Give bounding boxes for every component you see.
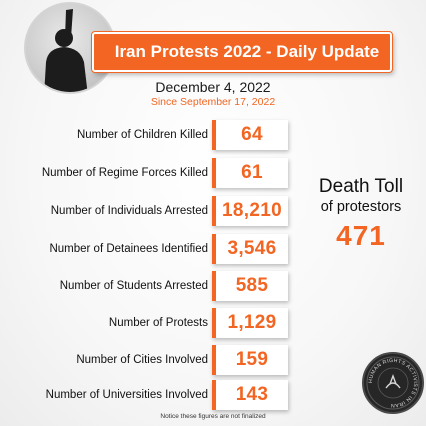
stat-row: Number of Regime Forces Killed 61 — [0, 158, 300, 188]
header: Iran Protests 2022 - Daily Update — [24, 2, 394, 94]
stat-value: 18,210 — [212, 196, 288, 226]
stat-label: Number of Individuals Arrested — [50, 205, 208, 217]
stat-label: Number of Cities Involved — [76, 354, 208, 366]
stat-row: Number of Students Arrested 585 — [0, 271, 300, 301]
death-toll-heading: Death Toll — [318, 176, 404, 197]
death-toll: Death Toll of protestors 471 — [300, 176, 422, 252]
stat-value: 143 — [212, 380, 288, 410]
stat-value: 61 — [212, 158, 288, 188]
page-title: Iran Protests 2022 - Daily Update — [92, 32, 392, 72]
stat-row: Number of Cities Involved 159 — [0, 345, 300, 375]
notice-text: Notice these figures are not finalized — [160, 413, 266, 420]
report-date: December 4, 2022 — [155, 79, 271, 95]
death-toll-value: 471 — [336, 220, 386, 251]
stat-row: Number of Detainees Identified 3,546 — [0, 234, 300, 264]
since-date: Since September 17, 2022 — [150, 96, 276, 108]
stat-label: Number of Students Arrested — [59, 280, 208, 292]
stat-label: Number of Universities Involved — [45, 389, 208, 401]
hrai-seal-icon: HUMAN RIGHTS ACTIVISTS IN IRAN — [362, 352, 424, 414]
stat-value: 585 — [212, 271, 288, 301]
stat-label: Number of Detainees Identified — [49, 243, 208, 255]
stat-value: 159 — [212, 345, 288, 375]
stat-label: Number of Regime Forces Killed — [41, 167, 208, 179]
stat-row: Number of Protests 1,129 — [0, 308, 300, 338]
stat-row: Number of Individuals Arrested 18,210 — [0, 196, 300, 226]
stat-row: Number of Children Killed 64 — [0, 120, 300, 150]
stat-row: Number of Universities Involved 143 — [0, 380, 300, 410]
stat-label: Number of Protests — [108, 317, 208, 329]
stat-value: 1,129 — [212, 308, 288, 338]
death-toll-subheading: of protestors — [320, 199, 402, 215]
stat-value: 3,546 — [212, 234, 288, 264]
stat-value: 64 — [212, 120, 288, 150]
stat-label: Number of Children Killed — [76, 129, 208, 141]
